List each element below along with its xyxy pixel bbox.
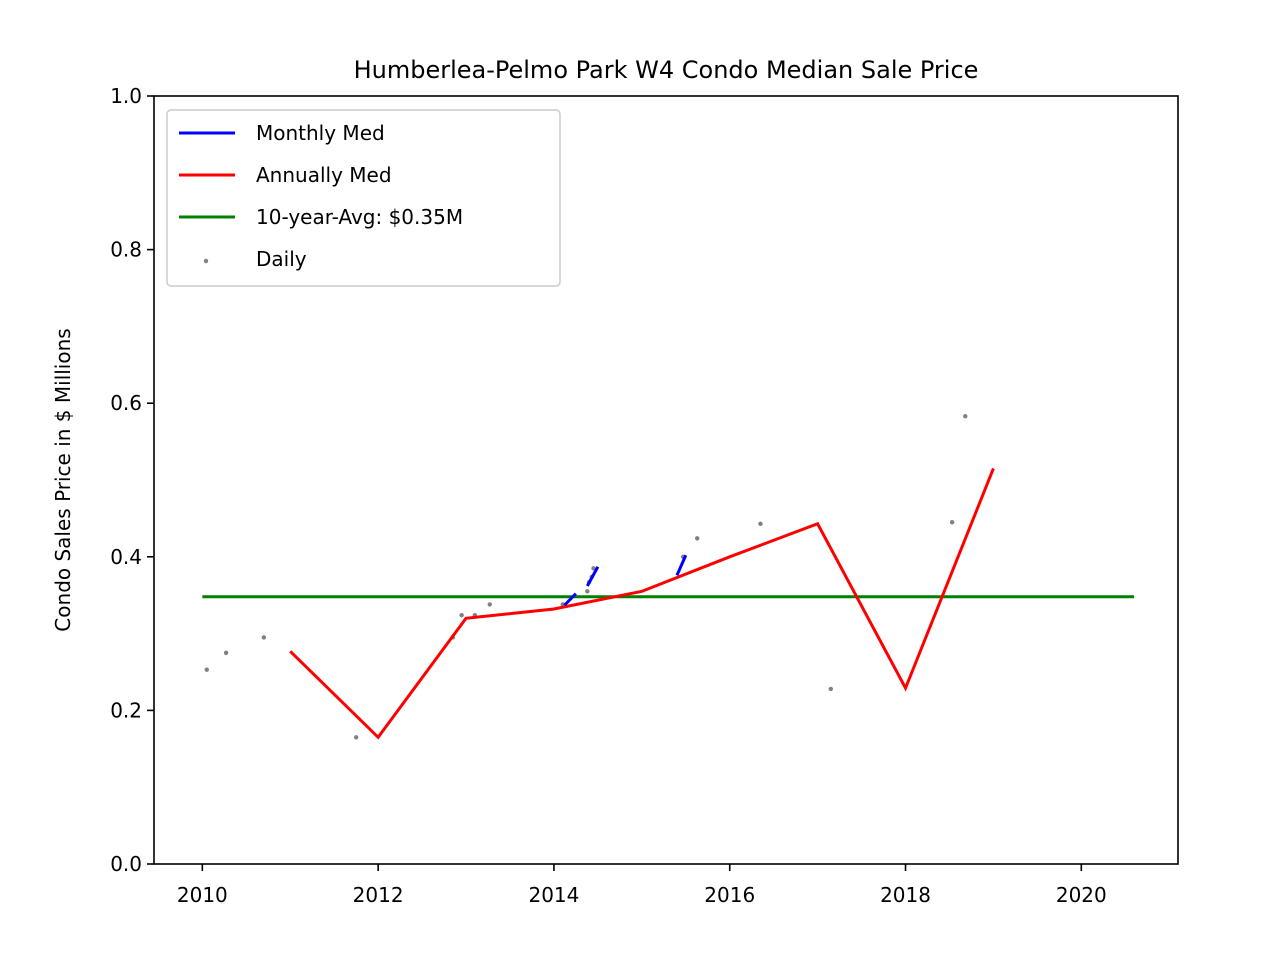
y-tick-label: 0.2 — [110, 698, 142, 722]
daily-point — [949, 520, 955, 525]
daily-point — [585, 589, 590, 594]
plot-area — [153, 95, 1179, 865]
legend-swatch — [203, 258, 209, 264]
monthly-median-segment — [563, 592, 577, 607]
daily-point — [963, 414, 968, 419]
daily-point — [591, 566, 596, 571]
daily-point — [353, 735, 359, 740]
legend-label: Daily — [256, 247, 307, 271]
monthly-median-segment — [675, 554, 688, 576]
daily-point — [223, 650, 229, 655]
daily-point — [758, 521, 763, 526]
y-tick-label: 0.4 — [110, 545, 142, 569]
y-tick-label: 0.0 — [110, 852, 142, 876]
plot-frame — [153, 95, 1179, 865]
x-tick-label: 2020 — [1056, 883, 1107, 907]
y-tick-label: 0.6 — [110, 391, 142, 415]
chart-title: Humberlea-Pelmo Park W4 Condo Median Sal… — [354, 56, 979, 84]
legend-label: Monthly Med — [256, 121, 385, 145]
legend-box — [166, 109, 561, 287]
x-tick-label: 2010 — [177, 883, 228, 907]
x-axis: 2010 2012 2014 2016 2018 2020 — [177, 864, 1107, 907]
y-axis-label: Condo Sales Price in $ Millions — [51, 328, 75, 631]
y-tick-label: 1.0 — [110, 84, 142, 108]
legend-label: 10-year-Avg: $0.35M — [256, 205, 463, 229]
daily-point — [261, 635, 267, 640]
daily-point — [487, 602, 492, 607]
y-tick-label: 0.8 — [110, 238, 142, 262]
legend: Monthly Med Annually Med 10-year-Avg: $0.3… — [166, 109, 561, 287]
x-tick-label: 2016 — [704, 883, 755, 907]
daily-point — [204, 667, 209, 672]
x-tick-label: 2018 — [880, 883, 931, 907]
monthly-median-segment — [586, 566, 600, 587]
daily-point — [459, 612, 464, 618]
annual-median-line — [289, 467, 995, 740]
daily-point — [695, 536, 700, 541]
legend-label: Annually Med — [256, 163, 392, 187]
x-tick-label: 2014 — [528, 883, 579, 907]
y-axis: 0.0 0.2 0.4 0.6 0.8 1.0 — [110, 84, 154, 876]
x-tick-label: 2012 — [353, 883, 404, 907]
daily-point — [828, 686, 834, 692]
